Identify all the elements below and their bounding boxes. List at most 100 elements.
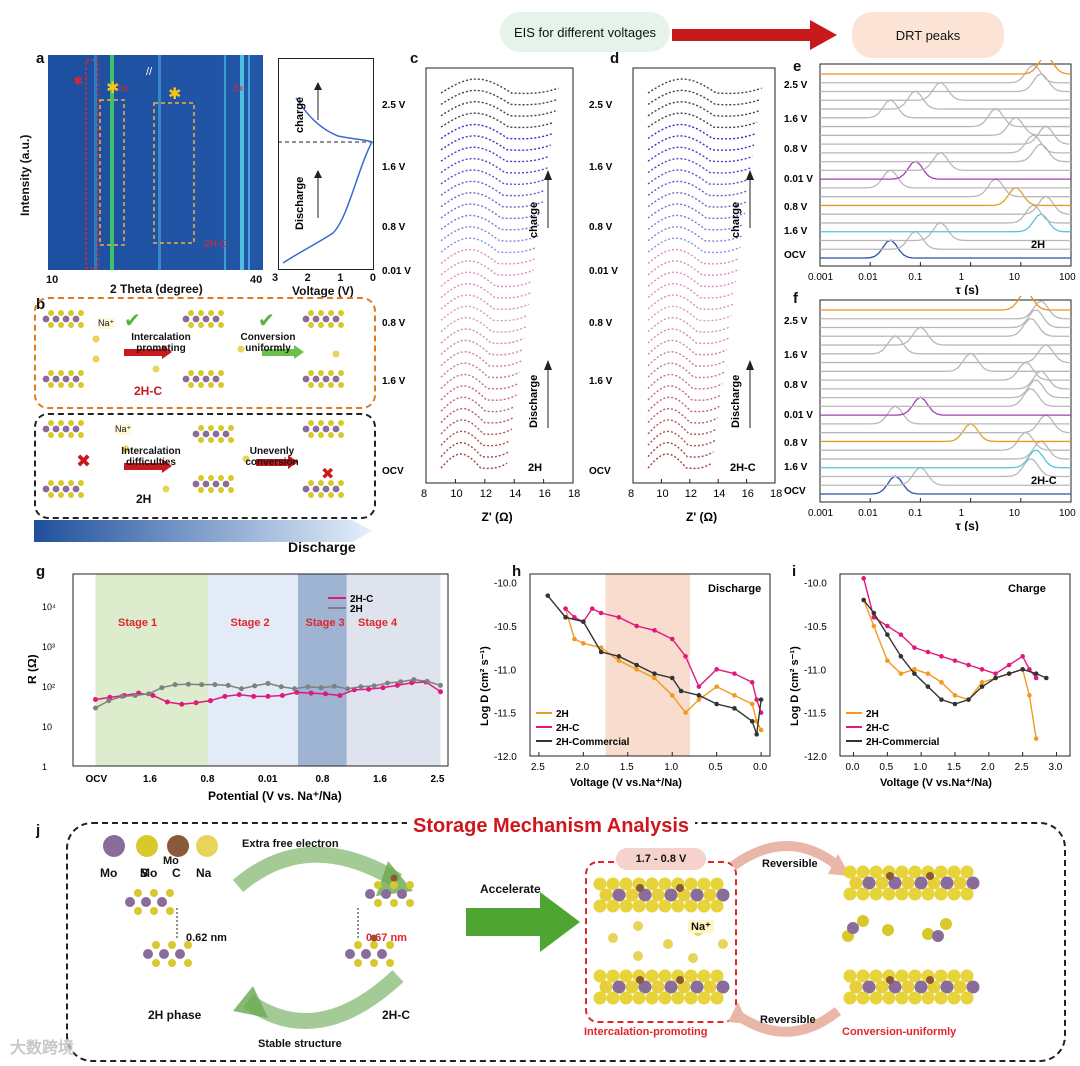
s-atom <box>208 425 214 431</box>
mo-atom <box>157 897 167 907</box>
slab-atom <box>716 888 730 902</box>
c-atom <box>886 872 894 880</box>
y-tick-label: -10.0 <box>804 579 827 590</box>
s-atom <box>386 959 394 967</box>
slab-atom <box>664 888 678 902</box>
stage-band <box>95 574 208 766</box>
sample-label: 2H-C <box>730 462 756 474</box>
impedance-curve <box>440 407 514 424</box>
impedance-curve <box>647 157 752 174</box>
slab-atom <box>651 888 665 902</box>
s-atom <box>390 899 398 907</box>
voltage-label: 2.5 V <box>382 100 406 111</box>
eis-label: EIS for different voltages <box>500 12 670 52</box>
drt-curve <box>820 151 1071 172</box>
discharge-gradient-arrow <box>34 520 372 542</box>
s-atom <box>198 425 204 431</box>
drt-curve <box>820 107 1071 128</box>
slab-atom <box>684 991 698 1005</box>
panel-letter-c: c <box>410 50 419 67</box>
slab-atom <box>593 969 607 983</box>
s-atom <box>328 370 334 376</box>
c-atom <box>636 976 644 984</box>
impedance-curve <box>647 430 716 447</box>
na-atom <box>688 953 698 963</box>
voltage-label: OCV <box>382 466 404 477</box>
slab-atom <box>953 876 967 890</box>
impedance-curve <box>440 78 559 95</box>
slab-atom <box>697 991 711 1005</box>
mo-atom <box>72 425 80 433</box>
slab-atom <box>690 888 704 902</box>
slab-atom <box>632 899 646 913</box>
slab-atom <box>619 877 633 891</box>
slab-atom <box>710 877 724 891</box>
s-atom <box>68 322 74 328</box>
mo-atom <box>52 375 60 383</box>
x-tick-label: 1.5 <box>947 762 961 773</box>
impedance-curve <box>647 89 761 106</box>
na-atom <box>608 933 618 943</box>
mo-atom <box>159 949 169 959</box>
drt-curve <box>820 343 1072 364</box>
s-atom <box>208 475 214 481</box>
impedance-curve <box>647 373 723 390</box>
series-line-2H <box>95 678 441 709</box>
s-atom <box>228 425 234 431</box>
slab-atom <box>625 888 639 902</box>
x-tick-label: 8 <box>628 488 634 500</box>
s-atom <box>338 370 344 376</box>
drt-curve <box>820 72 1072 93</box>
slab-atom <box>960 865 974 879</box>
step-intercalation-promoting: Intercalation promoting <box>131 332 191 354</box>
mo-atom <box>322 425 330 433</box>
x-axis-label: Potential (V vs. Na⁺/Na) <box>208 789 342 803</box>
x-tick-label: 10 <box>450 488 462 500</box>
mo-atom <box>202 480 210 488</box>
y-tick-label: -12.0 <box>494 752 517 763</box>
mo-atom <box>42 315 50 323</box>
x-tick-label: 2.5 <box>531 762 545 773</box>
voltage-label: OCV <box>784 486 806 497</box>
mo-atom <box>52 315 60 323</box>
slab-atom <box>593 899 607 913</box>
drt-curve <box>820 361 1071 381</box>
s-atom <box>338 420 344 426</box>
mo-atom <box>72 315 80 323</box>
y-axis-label: Log D (cm² s⁻¹) <box>789 646 801 726</box>
c-atom <box>676 976 684 984</box>
x-tick-label: 8 <box>421 488 427 500</box>
mo-atom <box>192 480 200 488</box>
x-tick-label: 100 <box>1059 272 1076 283</box>
s-atom <box>48 310 54 316</box>
legend-label: 2H-Commercial <box>866 737 940 748</box>
s-atom <box>134 907 142 915</box>
s-atom <box>882 924 894 936</box>
drt-curve <box>820 221 1071 242</box>
slab-atom <box>606 969 620 983</box>
impedance-curve <box>647 169 750 186</box>
mo-atom <box>125 897 135 907</box>
legend-label: 2H-C <box>556 723 579 734</box>
y-axis-label: R (Ω) <box>28 654 39 684</box>
voltage-label: OCV <box>589 466 611 477</box>
svg-text:Sx: Sx <box>118 83 129 93</box>
step-conversion-uniformly: Conversion uniformly <box>240 332 296 354</box>
mo-atom <box>322 485 330 493</box>
voltage-xlabel: Voltage (V) <box>292 284 354 298</box>
x-tick-label: 10 <box>1009 508 1021 519</box>
s-atom <box>58 432 64 438</box>
s-atom <box>354 941 362 949</box>
storage-mechanism-title: Storage Mechanism Analysis <box>407 815 696 838</box>
slab-atom <box>862 980 876 994</box>
s-atom <box>338 310 344 316</box>
slab-atom <box>658 991 672 1005</box>
slab-atom <box>619 969 633 983</box>
slab-atom <box>856 969 870 983</box>
slab-atom <box>697 899 711 913</box>
impedance-curve <box>440 226 539 242</box>
x-tick-label: 0.0 <box>846 762 860 773</box>
series-line-2H <box>564 608 762 731</box>
mo-atom <box>42 485 50 493</box>
x-tick-label: 14 <box>509 488 521 500</box>
